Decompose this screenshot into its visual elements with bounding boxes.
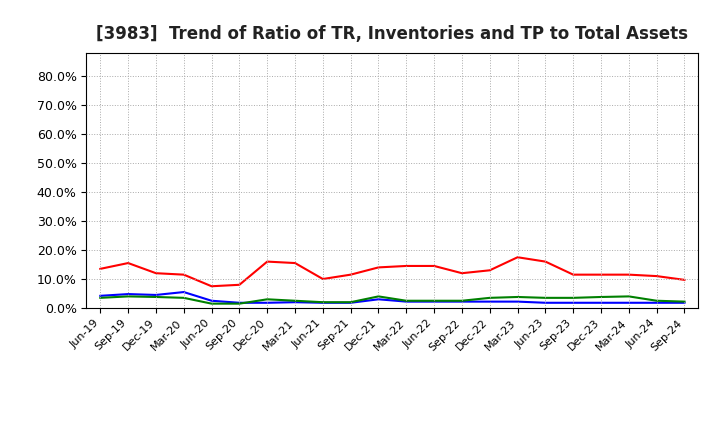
Trade Receivables xyxy=(124,260,132,266)
Inventories xyxy=(152,292,161,297)
Inventories xyxy=(624,300,633,305)
Trade Receivables xyxy=(402,263,410,268)
Trade Receivables xyxy=(291,260,300,266)
Trade Payables xyxy=(597,294,606,300)
Trade Payables xyxy=(152,294,161,300)
Inventories xyxy=(291,300,300,305)
Trade Payables xyxy=(374,294,383,299)
Trade Receivables xyxy=(263,259,271,264)
Trade Payables xyxy=(207,301,216,306)
Inventories xyxy=(318,300,327,305)
Trade Payables xyxy=(124,294,132,299)
Trade Payables xyxy=(680,299,689,304)
Trade Payables xyxy=(179,295,188,301)
Trade Payables xyxy=(318,300,327,305)
Trade Payables xyxy=(569,295,577,301)
Inventories xyxy=(235,300,243,305)
Trade Receivables xyxy=(152,271,161,276)
Trade Payables xyxy=(235,301,243,306)
Trade Payables xyxy=(541,295,550,301)
Trade Receivables xyxy=(318,276,327,282)
Inventories xyxy=(263,300,271,305)
Inventories xyxy=(597,300,606,305)
Line: Inventories: Inventories xyxy=(100,292,685,303)
Inventories xyxy=(96,293,104,298)
Trade Payables xyxy=(485,295,494,301)
Trade Receivables xyxy=(485,268,494,273)
Trade Receivables xyxy=(207,284,216,289)
Trade Payables xyxy=(291,298,300,304)
Trade Receivables xyxy=(346,272,355,277)
Trade Receivables xyxy=(96,266,104,271)
Line: Trade Receivables: Trade Receivables xyxy=(100,257,685,286)
Trade Payables xyxy=(430,298,438,304)
Inventories xyxy=(207,298,216,304)
Inventories xyxy=(374,297,383,302)
Inventories xyxy=(680,300,689,305)
Trade Receivables xyxy=(235,282,243,287)
Trade Receivables xyxy=(513,255,522,260)
Inventories xyxy=(346,300,355,305)
Trade Receivables xyxy=(430,263,438,268)
Trade Payables xyxy=(402,298,410,304)
Inventories xyxy=(430,299,438,304)
Trade Receivables xyxy=(624,272,633,277)
Trade Receivables xyxy=(179,272,188,277)
Inventories xyxy=(541,300,550,305)
Line: Trade Payables: Trade Payables xyxy=(100,297,685,304)
Trade Receivables xyxy=(458,271,467,276)
Inventories xyxy=(569,300,577,305)
Trade Receivables xyxy=(597,272,606,277)
Inventories xyxy=(485,299,494,304)
Trade Receivables xyxy=(652,273,661,279)
Title: [3983]  Trend of Ratio of TR, Inventories and TP to Total Assets: [3983] Trend of Ratio of TR, Inventories… xyxy=(96,25,688,43)
Trade Payables xyxy=(513,294,522,300)
Trade Receivables xyxy=(374,265,383,270)
Trade Payables xyxy=(346,300,355,305)
Inventories xyxy=(124,291,132,297)
Inventories xyxy=(458,299,467,304)
Trade Payables xyxy=(458,298,467,304)
Trade Payables xyxy=(624,294,633,299)
Trade Payables xyxy=(96,295,104,301)
Inventories xyxy=(179,290,188,295)
Trade Payables xyxy=(652,298,661,304)
Inventories xyxy=(652,300,661,305)
Trade Payables xyxy=(263,297,271,302)
Inventories xyxy=(513,299,522,304)
Inventories xyxy=(402,299,410,304)
Trade Receivables xyxy=(680,277,689,282)
Trade Receivables xyxy=(569,272,577,277)
Trade Receivables xyxy=(541,259,550,264)
